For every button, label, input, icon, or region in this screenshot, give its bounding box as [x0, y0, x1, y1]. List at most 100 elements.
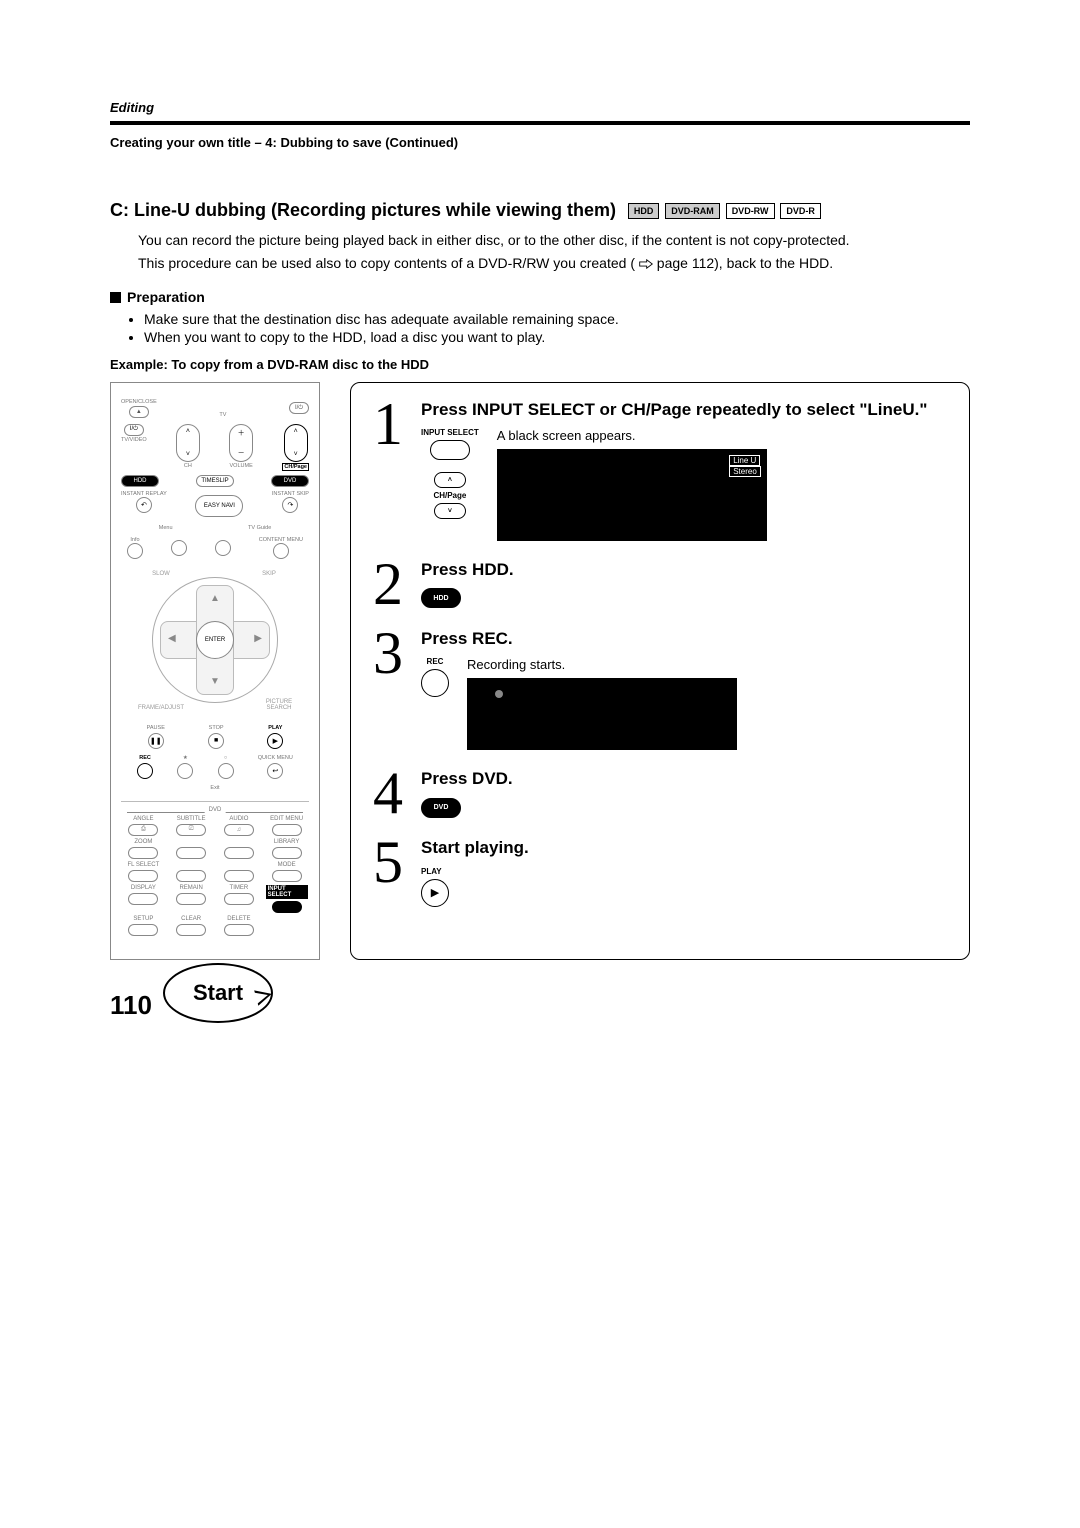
input-select-button[interactable] — [272, 901, 302, 913]
step-number: 4 — [369, 768, 407, 819]
audio-button[interactable]: ♫ — [224, 824, 254, 836]
down-arrow-icon: ▼ — [210, 676, 220, 687]
frame-label: FRAME/ADJUST — [138, 705, 172, 711]
main-layout: OPEN/CLOSE ▲ TV I/⏻ I/⏻TV/VIDEO ˄˅CH ＋－V… — [110, 382, 970, 960]
pause-button[interactable]: ❚❚ — [148, 733, 164, 749]
chpage-up-icon: ˄ — [434, 472, 466, 488]
easy-navi-button[interactable]: EASY NAVI — [195, 495, 243, 517]
display-label: DISPLAY — [131, 885, 156, 891]
media-badges: HDD DVD-RAM DVD-RW DVD-R — [628, 201, 823, 219]
dpad[interactable]: SLOW SKIP FRAME/ADJUST PICTURE SEARCH EN… — [140, 565, 290, 715]
timer-button[interactable] — [224, 893, 254, 905]
page-ref-arrow-icon — [639, 259, 653, 269]
desc2-pre: This procedure can be used also to copy … — [138, 255, 635, 271]
quick-menu-button[interactable]: ↩ — [267, 763, 283, 779]
step-5-title: Start playing. — [421, 837, 951, 858]
remote-control: OPEN/CLOSE ▲ TV I/⏻ I/⏻TV/VIDEO ˄˅CH ＋－V… — [110, 382, 320, 960]
blank-button-3[interactable] — [176, 870, 206, 882]
instant-replay-label: INSTANT REPLAY — [121, 491, 167, 497]
left-arrow-icon: ◀ — [168, 633, 176, 644]
dvd-section-bar — [127, 812, 303, 813]
step-number: 5 — [369, 837, 407, 906]
step-3-icons: REC — [421, 657, 449, 697]
ch-rocker[interactable]: ˄˅ — [176, 424, 200, 462]
right-arrow-icon: ▶ — [254, 633, 262, 644]
info-button[interactable] — [127, 543, 143, 559]
menu-label: Menu — [159, 525, 173, 531]
square-bullet-icon — [110, 292, 121, 303]
clear-button[interactable] — [176, 924, 206, 936]
tv-power-button[interactable]: I/⏻ — [124, 424, 144, 436]
open-close-button[interactable]: ▲ — [129, 406, 149, 418]
content-menu-button[interactable] — [273, 543, 289, 559]
example-heading: Example: To copy from a DVD-RAM disc to … — [110, 357, 970, 372]
stop-label: STOP — [209, 725, 224, 731]
timeslip-button[interactable]: TIMESLIP — [196, 475, 234, 487]
dvd-button[interactable]: DVD — [271, 475, 309, 487]
blank-button-2[interactable] — [224, 847, 254, 859]
screen-tag: Line U Stereo — [729, 455, 761, 477]
rec-button-icon — [421, 669, 449, 697]
preparation-label: Preparation — [127, 289, 205, 305]
slow-label: SLOW — [144, 571, 178, 577]
instant-skip-button[interactable]: ↷ — [282, 497, 298, 513]
preparation-item: When you want to copy to the HDD, load a… — [144, 329, 970, 345]
step-2: 2 Press HDD. HDD — [369, 559, 951, 610]
step-3: 3 Press REC. REC Recording starts. — [369, 628, 951, 750]
delete-button[interactable] — [224, 924, 254, 936]
up-arrow-icon: ▲ — [210, 593, 220, 604]
angle-label: ANGLE — [133, 816, 153, 822]
dvd-button-icon: DVD — [421, 798, 461, 818]
badge-dvd-rw: DVD-RW — [726, 203, 775, 219]
star-button[interactable] — [177, 763, 193, 779]
star-label: ★ — [183, 755, 188, 761]
rec-button[interactable] — [137, 763, 153, 779]
chpage-rocker[interactable]: ˄˅ — [284, 424, 308, 462]
play-button[interactable]: ▶ — [267, 733, 283, 749]
setup-button[interactable] — [128, 924, 158, 936]
circ-button[interactable] — [218, 763, 234, 779]
pause-label: PAUSE — [147, 725, 165, 731]
menu-button[interactable] — [171, 540, 187, 556]
content-menu-label: CONTENT MENU — [259, 537, 303, 543]
mode-button[interactable] — [272, 870, 302, 882]
remain-button[interactable] — [176, 893, 206, 905]
step-number: 3 — [369, 628, 407, 750]
library-button[interactable] — [272, 847, 302, 859]
remote-separator — [121, 801, 309, 802]
hdd-button[interactable]: HDD — [121, 475, 159, 487]
enter-button[interactable]: ENTER — [196, 621, 234, 659]
ch-label: CH — [184, 463, 192, 469]
instant-replay-button[interactable]: ↶ — [136, 497, 152, 513]
blank-button-1[interactable] — [176, 847, 206, 859]
picture-search-label: PICTURE SEARCH — [262, 699, 296, 711]
power-button[interactable]: I/⏻ — [289, 402, 309, 414]
step-number: 2 — [369, 559, 407, 610]
display-button[interactable] — [128, 893, 158, 905]
steps-panel: 1 Press INPUT SELECT or CH/Page repeated… — [350, 382, 970, 960]
edit-menu-button[interactable] — [272, 824, 302, 836]
chpage-caption: CH/Page — [433, 491, 466, 500]
preparation-heading: Preparation — [110, 289, 970, 305]
header-subtitle: Creating your own title – 4: Dubbing to … — [110, 135, 970, 150]
step-3-title: Press REC. — [421, 628, 951, 649]
stop-button[interactable]: ■ — [208, 733, 224, 749]
angle-button[interactable]: ⎙ — [128, 824, 158, 836]
tv-label: TV — [219, 412, 226, 418]
open-close-label: OPEN/CLOSE — [121, 399, 157, 405]
rec-label: REC — [139, 755, 151, 761]
subtitle-button[interactable]: ⎚ — [176, 824, 206, 836]
blank-button-4[interactable] — [224, 870, 254, 882]
step-2-title: Press HDD. — [421, 559, 951, 580]
tvguide-button[interactable] — [215, 540, 231, 556]
zoom-button[interactable] — [128, 847, 158, 859]
volume-rocker[interactable]: ＋－ — [229, 424, 253, 462]
step-4: 4 Press DVD. DVD — [369, 768, 951, 819]
library-label: LIBRARY — [274, 839, 300, 845]
header-rule — [110, 121, 970, 125]
volume-label: VOLUME — [230, 463, 253, 469]
fl-select-button[interactable] — [128, 870, 158, 882]
preparation-item: Make sure that the destination disc has … — [144, 311, 970, 327]
step-1: 1 Press INPUT SELECT or CH/Page repeated… — [369, 399, 951, 541]
badge-dvd-r: DVD-R — [780, 203, 821, 219]
